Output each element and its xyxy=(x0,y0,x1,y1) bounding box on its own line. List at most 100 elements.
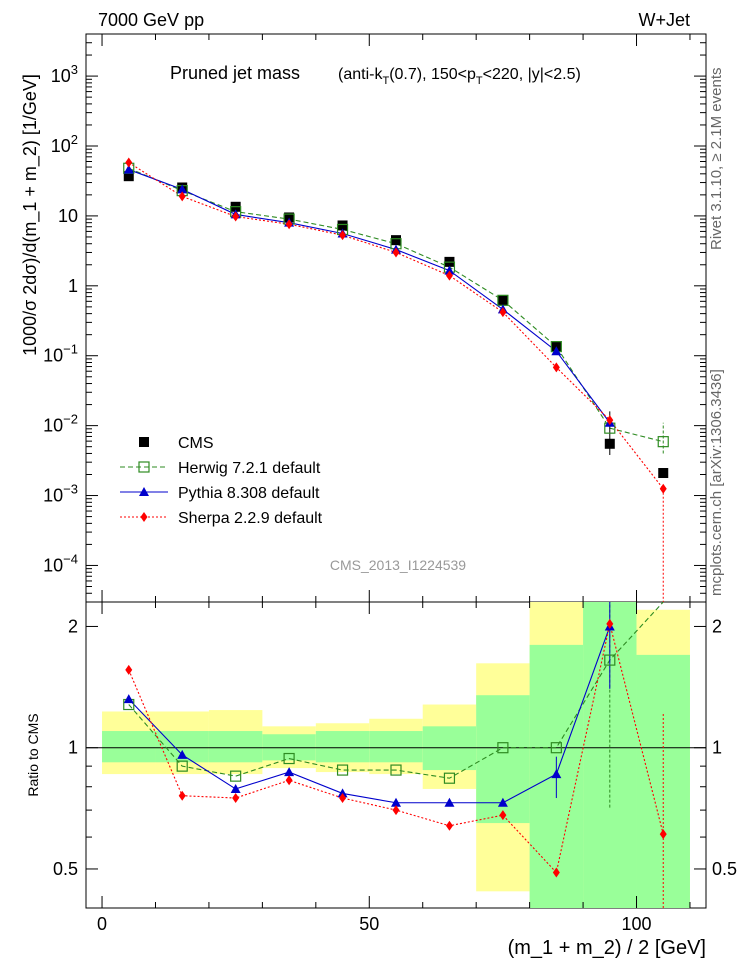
rivet-version-label: Rivet 3.1.10, ≥ 2.1M events xyxy=(708,68,725,251)
y-tick-label: 10−2 xyxy=(43,412,78,436)
y-tick-label: 103 xyxy=(51,62,78,86)
ratio-line xyxy=(128,626,611,804)
ratio-point xyxy=(391,797,401,807)
legend-marker xyxy=(139,437,149,447)
x-tick-label: 50 xyxy=(359,914,379,934)
data-point xyxy=(123,164,134,174)
data-point xyxy=(123,171,134,182)
ratio-point xyxy=(336,764,349,776)
data-point xyxy=(552,362,560,373)
legend-label: Pythia 8.308 default xyxy=(178,485,320,502)
ratio-tick-label: 0.5 xyxy=(53,859,78,879)
data-point xyxy=(551,346,562,356)
ratio-uncertainty-bands xyxy=(86,602,706,908)
ratio-point xyxy=(230,783,241,793)
ratio-point xyxy=(177,749,188,759)
ratio-point xyxy=(392,805,400,816)
ratio-point xyxy=(497,797,508,807)
ratio-point xyxy=(176,760,188,772)
ratio-point xyxy=(659,829,667,840)
y-tick-label: 1 xyxy=(68,276,78,296)
data-point xyxy=(178,191,186,202)
chart-legend: CMS Herwig 7.2.1 default Pythia 8.308 defa… xyxy=(120,435,323,527)
y-tick-label: 102 xyxy=(51,132,78,156)
data-point xyxy=(391,235,401,246)
energy-label: 7000 GeV pp xyxy=(98,10,204,30)
data-point xyxy=(497,295,508,306)
x-axis-label: (m_1 + m_2) / 2 [GeV] xyxy=(508,937,706,959)
y-tick-label: 10−3 xyxy=(43,482,78,506)
ratio-point xyxy=(232,793,240,804)
ratio-point xyxy=(550,742,562,754)
data-point xyxy=(445,270,453,281)
data-point xyxy=(284,212,295,223)
data-point xyxy=(657,436,669,448)
data-point xyxy=(604,438,615,449)
ratio-point xyxy=(390,764,402,776)
data-point xyxy=(232,211,240,222)
legend-label: CMS xyxy=(178,435,214,452)
data-point xyxy=(659,483,667,494)
ratio-y-axis-label: Ratio to CMS xyxy=(25,713,41,796)
y-axis-label: 1000/σ 2dσ)/d(m_1 + m_2) [1/GeV] xyxy=(20,74,41,356)
ratio-point xyxy=(284,767,295,777)
legend-label: Herwig 7.2.1 default xyxy=(178,460,321,477)
ratio-point xyxy=(606,618,614,629)
series-line xyxy=(128,167,664,443)
ratio-line xyxy=(128,601,664,779)
x-tick-label: 100 xyxy=(621,914,651,934)
ratio-point xyxy=(230,770,242,782)
ratio-point xyxy=(123,694,134,704)
ratio-tick-label: 1 xyxy=(68,738,78,758)
data-point xyxy=(285,219,293,230)
data-point xyxy=(499,307,507,318)
ratio-point xyxy=(337,788,348,798)
ratio-tick-label: 2 xyxy=(68,616,78,636)
data-point xyxy=(392,247,400,258)
data-point xyxy=(658,468,669,479)
ratio-point xyxy=(499,810,507,821)
ratio-panel-frame xyxy=(85,601,707,909)
ratio-series-layer xyxy=(123,601,667,908)
data-point xyxy=(337,220,348,231)
chart-title: Pruned jet mass xyxy=(170,63,300,83)
data-point xyxy=(339,230,347,241)
x-tick-label: 0 xyxy=(97,914,107,934)
series-line xyxy=(128,169,611,424)
data-point xyxy=(444,265,455,275)
ratio-point xyxy=(283,752,295,765)
ratio-point xyxy=(339,793,347,804)
ratio-band-inner xyxy=(208,731,263,763)
ratio-point xyxy=(285,775,293,786)
legend-label: Sherpa 2.2.9 default xyxy=(178,510,323,527)
legend-marker xyxy=(138,461,150,473)
main-series-layer xyxy=(123,157,669,602)
y-tick-label: 10−4 xyxy=(43,551,78,575)
legend-marker xyxy=(140,512,148,522)
ratio-point xyxy=(443,772,456,784)
ratio-point xyxy=(551,769,562,779)
ratio-point xyxy=(604,654,616,666)
data-point xyxy=(606,415,614,426)
ratio-point xyxy=(497,742,509,754)
ratio-tick-label-right: 1 xyxy=(712,738,722,758)
main-axis-ticks: 10−4 10−3 10−2 10−1 1 10 102 103 0 50 100 0.5 0.5 1 1 2… xyxy=(43,33,737,934)
ratio-band-inner xyxy=(636,654,690,908)
ratio-tick-label-right: 2 xyxy=(712,616,722,636)
ratio-point xyxy=(444,797,455,807)
ratio-band-inner xyxy=(369,731,423,763)
analysis-label: CMS_2013_I1224539 xyxy=(330,557,466,573)
y-tick-label: 10−1 xyxy=(43,342,78,366)
mcplots-label: mcplots.cern.ch [arXiv:1306.3436] xyxy=(708,369,725,596)
ratio-band-inner xyxy=(102,731,156,763)
chart-subtitle: (anti-kT(0.7), 150<pT<220, |y|<2.5) xyxy=(338,66,581,87)
process-label: W+Jet xyxy=(638,10,690,30)
ratio-point xyxy=(125,664,133,675)
ratio-tick-label-right: 0.5 xyxy=(712,859,737,879)
ratio-point xyxy=(445,820,453,831)
data-point xyxy=(125,157,133,168)
ratio-band-inner xyxy=(315,731,370,763)
y-tick-label: 10 xyxy=(58,206,78,226)
data-point xyxy=(177,184,188,194)
